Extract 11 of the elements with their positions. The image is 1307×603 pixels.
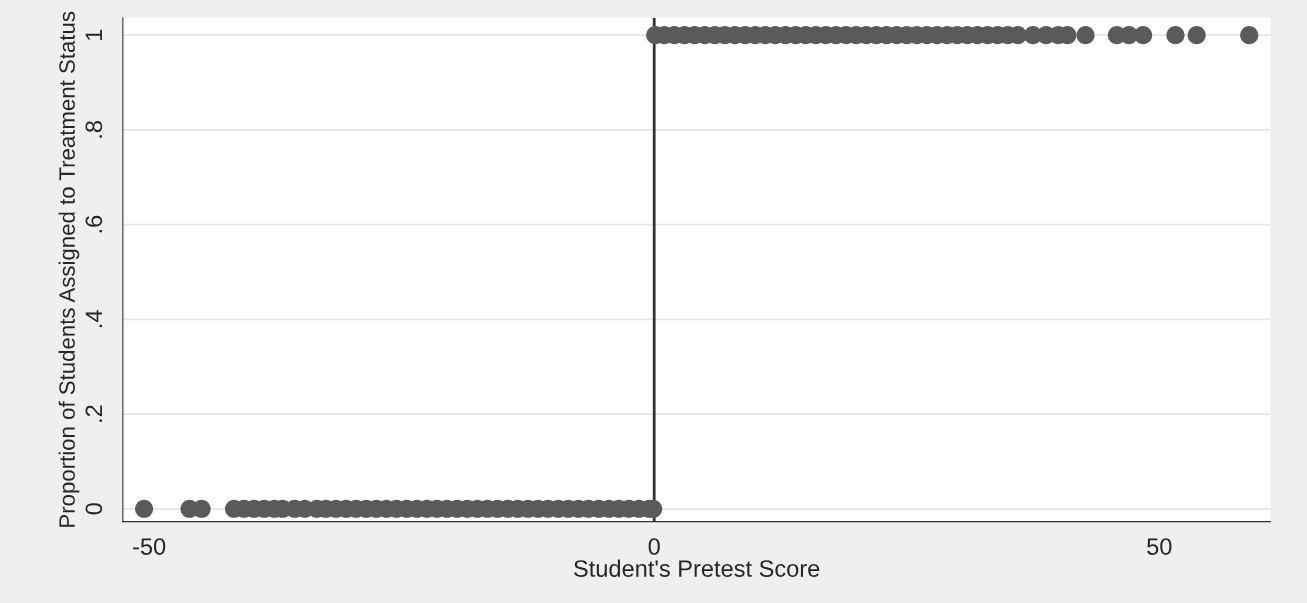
y-tick-label: .8: [85, 121, 103, 138]
x-tick-label: -50: [133, 538, 166, 555]
x-axis-title: Student's Pretest Score: [574, 559, 820, 577]
y-axis-title: Proportion of Students Assigned to Treatment Status: [58, 11, 80, 527]
x-tick-label: 0: [648, 538, 660, 555]
y-tick-label: .2: [85, 405, 102, 422]
y-tick-label: .4: [85, 310, 102, 328]
y-tick-label: .6: [85, 215, 103, 233]
y-tick-label: 1: [85, 29, 102, 40]
x-tick-label: 50: [1147, 538, 1172, 555]
y-tick-label: 0: [85, 503, 103, 515]
